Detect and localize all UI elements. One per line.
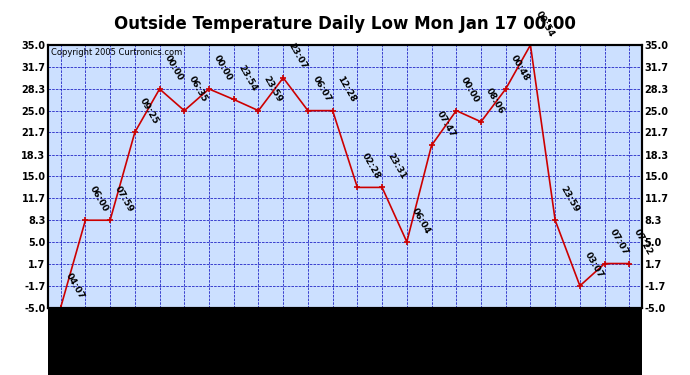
Text: 04:07: 04:07 — [63, 272, 86, 301]
Text: 00:48: 00:48 — [509, 53, 531, 82]
Text: 23:07: 23:07 — [286, 42, 308, 71]
Text: 00:54: 00:54 — [533, 9, 555, 39]
Text: 00:00: 00:00 — [163, 54, 184, 82]
Text: 00:00: 00:00 — [460, 75, 481, 104]
Text: 07:59: 07:59 — [113, 184, 135, 214]
Text: 23:54: 23:54 — [237, 63, 259, 93]
Text: 07:22: 07:22 — [632, 228, 654, 257]
Text: 09:25: 09:25 — [138, 96, 160, 126]
Text: 07:47: 07:47 — [435, 110, 457, 139]
Text: 07:07: 07:07 — [608, 228, 630, 257]
Text: 06:00: 06:00 — [88, 185, 110, 214]
Text: 23:31: 23:31 — [385, 152, 407, 181]
Text: 06:35: 06:35 — [187, 75, 209, 104]
Text: 06:04: 06:04 — [410, 206, 432, 236]
Text: Outside Temperature Daily Low Mon Jan 17 00:00: Outside Temperature Daily Low Mon Jan 17… — [114, 15, 576, 33]
Text: 06:07: 06:07 — [311, 75, 333, 104]
Text: 00:00: 00:00 — [212, 54, 234, 82]
Text: 12:28: 12:28 — [335, 75, 357, 104]
Text: Copyright 2005 Curtronics.com: Copyright 2005 Curtronics.com — [51, 48, 183, 57]
Text: 03:07: 03:07 — [583, 250, 605, 279]
Text: 23:59: 23:59 — [558, 184, 580, 214]
Text: 08:06: 08:06 — [484, 86, 506, 115]
Text: 02:28: 02:28 — [360, 152, 382, 181]
Text: 23:59: 23:59 — [262, 75, 284, 104]
